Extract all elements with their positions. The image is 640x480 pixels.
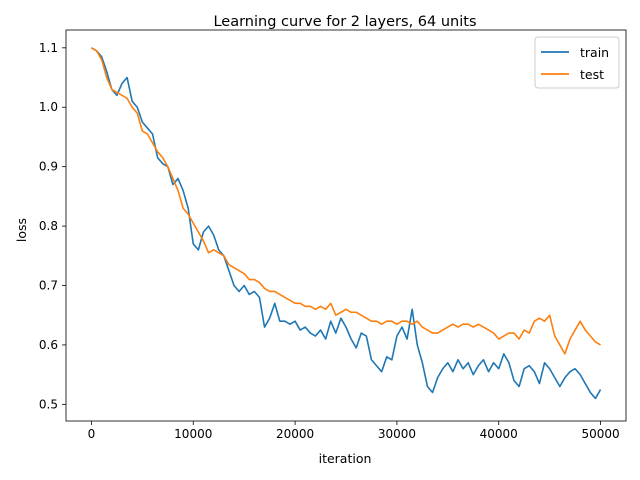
legend-label-test: test — [580, 67, 604, 82]
y-tick-label: 1.1 — [39, 41, 58, 55]
y-axis-label: loss — [14, 218, 29, 242]
x-axis-label: iteration — [319, 451, 372, 466]
series-layer — [91, 47, 602, 400]
chart-title: Learning curve for 2 layers, 64 units — [213, 14, 476, 30]
x-tick-label: 10000 — [174, 427, 212, 441]
x-tick-label: 0 — [88, 427, 96, 441]
series-line-test — [91, 47, 601, 355]
series-line-train — [91, 47, 602, 400]
y-tick-label: 0.6 — [39, 338, 58, 352]
y-tick-label: 1.0 — [39, 100, 58, 114]
legend-box — [534, 36, 620, 89]
x-tick-label: 50000 — [581, 427, 619, 441]
x-tick-label: 20000 — [276, 427, 314, 441]
legend-label-train: train — [580, 45, 609, 60]
y-tick-label: 0.8 — [39, 219, 58, 233]
y-tick-label: 0.9 — [39, 160, 58, 174]
y-tick-label: 0.5 — [39, 397, 58, 411]
y-tick-label: 0.7 — [39, 279, 58, 293]
axis-layer: 0 10000 20000 30000 40000 50000 0.5 0.6 0.7 0.8 0.… — [39, 41, 620, 441]
x-tick-label: 30000 — [378, 427, 416, 441]
plot-frame — [65, 29, 627, 422]
legend: train test — [534, 36, 620, 89]
x-tick-label: 40000 — [480, 427, 518, 441]
